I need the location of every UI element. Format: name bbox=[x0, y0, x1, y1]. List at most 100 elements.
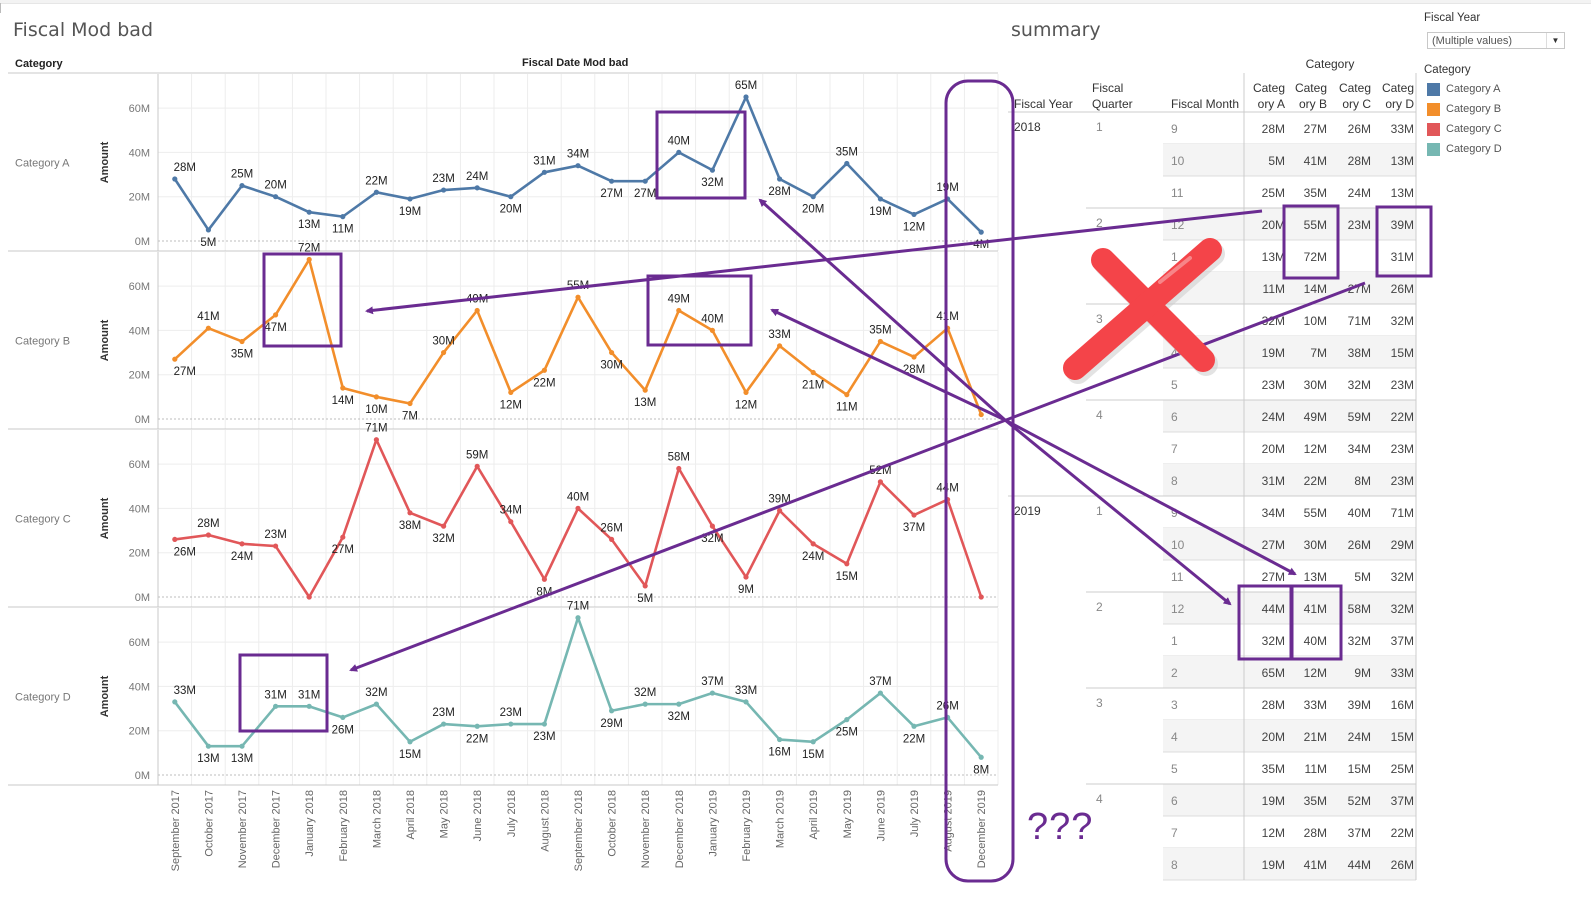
data-point[interactable] bbox=[609, 349, 615, 356]
data-point[interactable] bbox=[474, 463, 480, 469]
data-point[interactable] bbox=[978, 411, 984, 418]
data-point[interactable] bbox=[911, 512, 917, 518]
data-point[interactable] bbox=[642, 583, 648, 589]
data-point[interactable] bbox=[340, 714, 346, 721]
data-point[interactable] bbox=[172, 176, 178, 182]
data-point[interactable] bbox=[239, 541, 245, 547]
data-point[interactable] bbox=[407, 400, 413, 407]
data-point[interactable] bbox=[172, 699, 178, 705]
data-point[interactable] bbox=[877, 479, 884, 485]
data-point[interactable] bbox=[777, 176, 783, 182]
data-point[interactable] bbox=[978, 229, 984, 235]
data-point[interactable] bbox=[205, 227, 211, 233]
data-point[interactable] bbox=[508, 194, 514, 200]
data-point[interactable] bbox=[306, 256, 312, 263]
data-point[interactable] bbox=[306, 594, 312, 600]
data-point[interactable] bbox=[508, 721, 514, 727]
data-point[interactable] bbox=[441, 187, 447, 193]
data-point[interactable] bbox=[911, 723, 917, 729]
data-point[interactable] bbox=[205, 743, 211, 749]
fiscal-year-dropdown[interactable]: (Multiple values) ▼ bbox=[1427, 32, 1565, 49]
data-point[interactable] bbox=[877, 338, 884, 345]
data-point[interactable] bbox=[945, 325, 951, 331]
data-point[interactable] bbox=[945, 496, 951, 503]
data-point[interactable] bbox=[273, 543, 279, 549]
data-point[interactable] bbox=[844, 160, 850, 167]
data-point[interactable] bbox=[441, 721, 447, 727]
data-point[interactable] bbox=[373, 701, 379, 707]
data-point[interactable] bbox=[609, 536, 615, 543]
data-point[interactable] bbox=[575, 163, 581, 169]
data-point[interactable] bbox=[676, 701, 682, 707]
data-point[interactable] bbox=[441, 523, 447, 529]
data-point[interactable] bbox=[239, 183, 245, 189]
data-point[interactable] bbox=[978, 754, 984, 760]
data-point[interactable] bbox=[273, 312, 279, 318]
data-point[interactable] bbox=[407, 739, 413, 745]
data-point[interactable] bbox=[340, 385, 346, 391]
data-point[interactable] bbox=[407, 510, 413, 516]
data-point[interactable] bbox=[945, 714, 951, 721]
data-point[interactable] bbox=[810, 739, 816, 745]
data-point[interactable] bbox=[373, 189, 379, 195]
data-point[interactable] bbox=[978, 594, 984, 600]
data-point[interactable] bbox=[642, 178, 648, 184]
data-point[interactable] bbox=[642, 701, 648, 707]
data-point[interactable] bbox=[709, 690, 716, 696]
data-point[interactable] bbox=[373, 437, 379, 443]
data-point[interactable] bbox=[407, 196, 413, 202]
data-point[interactable] bbox=[844, 717, 850, 723]
data-point[interactable] bbox=[172, 356, 178, 362]
data-point[interactable] bbox=[273, 703, 279, 709]
chevron-down-icon[interactable]: ▼ bbox=[1546, 33, 1564, 48]
data-point[interactable] bbox=[743, 699, 749, 705]
data-point[interactable] bbox=[844, 392, 850, 398]
data-point[interactable] bbox=[340, 534, 346, 540]
data-point[interactable] bbox=[743, 94, 749, 100]
data-point[interactable] bbox=[340, 214, 346, 220]
data-point[interactable] bbox=[609, 708, 615, 714]
data-point[interactable] bbox=[945, 196, 951, 202]
data-point[interactable] bbox=[474, 307, 480, 314]
data-point[interactable] bbox=[676, 465, 682, 472]
data-point[interactable] bbox=[810, 194, 816, 200]
data-point[interactable] bbox=[205, 325, 211, 331]
data-point[interactable] bbox=[575, 294, 581, 300]
data-point[interactable] bbox=[709, 327, 716, 333]
data-point[interactable] bbox=[709, 167, 716, 173]
data-point[interactable] bbox=[777, 508, 783, 514]
data-point[interactable] bbox=[810, 541, 816, 547]
data-point[interactable] bbox=[743, 574, 749, 580]
data-point[interactable] bbox=[709, 523, 716, 529]
data-point[interactable] bbox=[676, 149, 682, 155]
data-point[interactable] bbox=[743, 389, 749, 396]
data-point[interactable] bbox=[508, 519, 514, 525]
data-point[interactable] bbox=[541, 169, 548, 175]
data-point[interactable] bbox=[877, 196, 884, 202]
data-point[interactable] bbox=[172, 536, 178, 543]
data-point[interactable] bbox=[373, 394, 379, 400]
data-point[interactable] bbox=[877, 690, 884, 696]
data-point[interactable] bbox=[306, 703, 312, 709]
data-point[interactable] bbox=[541, 367, 548, 373]
data-point[interactable] bbox=[239, 743, 245, 749]
data-point[interactable] bbox=[575, 505, 581, 511]
data-point[interactable] bbox=[508, 389, 514, 396]
data-point[interactable] bbox=[676, 307, 682, 314]
data-point[interactable] bbox=[777, 343, 783, 349]
data-point[interactable] bbox=[239, 338, 245, 345]
data-point[interactable] bbox=[306, 209, 312, 215]
data-point[interactable] bbox=[474, 723, 480, 729]
data-point[interactable] bbox=[541, 576, 548, 582]
data-point[interactable] bbox=[911, 354, 917, 360]
data-point[interactable] bbox=[441, 349, 447, 356]
data-point[interactable] bbox=[273, 194, 279, 200]
data-point[interactable] bbox=[777, 736, 783, 743]
data-point[interactable] bbox=[810, 369, 816, 376]
data-point[interactable] bbox=[911, 211, 917, 218]
data-point[interactable] bbox=[205, 532, 211, 538]
data-point[interactable] bbox=[575, 615, 581, 621]
data-point[interactable] bbox=[844, 561, 850, 567]
data-point[interactable] bbox=[541, 721, 548, 727]
data-point[interactable] bbox=[474, 185, 480, 191]
